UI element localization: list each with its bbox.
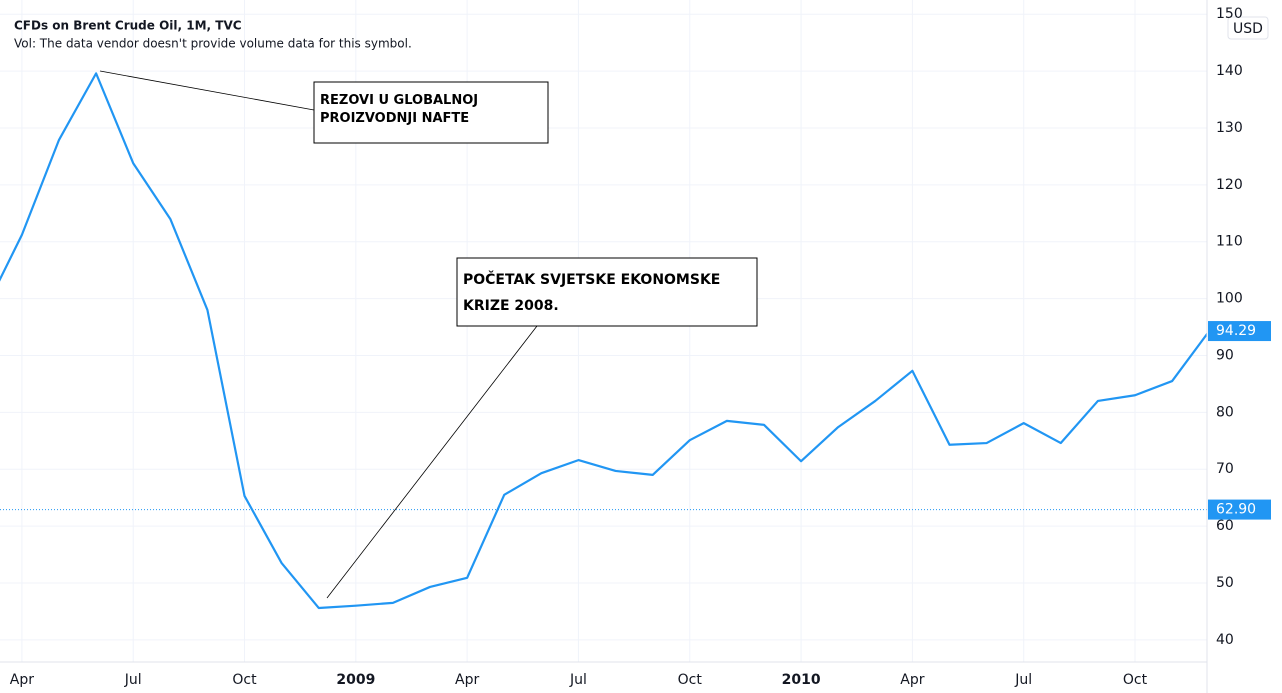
- grid: [0, 0, 1207, 662]
- y-tick-label: 90: [1216, 347, 1234, 363]
- currency-box[interactable]: [1227, 16, 1269, 40]
- y-tick-label: 70: [1216, 461, 1234, 477]
- annotation-box: [313, 81, 549, 144]
- annotation-text: REZOVI U GLOBALNOJ: [320, 93, 478, 108]
- x-tick-label: Jul: [124, 672, 142, 688]
- y-tick-label: 100: [1216, 291, 1243, 307]
- annotation-text: PROIZVODNJI NAFTE: [320, 111, 469, 126]
- y-tick-label: 50: [1216, 575, 1234, 591]
- y-tick-label: 130: [1216, 120, 1243, 136]
- y-tick-label: 80: [1216, 404, 1234, 420]
- chart-subtitle: Vol: The data vendor doesn't provide vol…: [14, 37, 412, 51]
- x-tick-label: Apr: [10, 672, 34, 688]
- x-tick-label: Oct: [678, 672, 703, 688]
- reference-price-label: 62.90: [1216, 502, 1256, 518]
- callout-line: [326, 325, 538, 599]
- x-tick-label: 2009: [336, 672, 375, 688]
- x-tick-label: 2010: [782, 672, 821, 688]
- x-tick-label: Apr: [900, 672, 924, 688]
- callout-line: [99, 70, 315, 111]
- y-tick-label: 60: [1216, 518, 1234, 534]
- annotation-box: [456, 257, 758, 327]
- x-tick-label: Jul: [569, 672, 587, 688]
- annotation-text: KRIZE 2008.: [463, 298, 559, 314]
- y-tick-label: 120: [1216, 177, 1243, 193]
- annotation-text: POČETAK SVJETSKE EKONOMSKE: [463, 270, 720, 288]
- y-tick-label: 150: [1216, 6, 1243, 22]
- last-price-label: 94.29: [1216, 323, 1256, 339]
- reference-price-box: [1208, 499, 1271, 520]
- y-tick-label: 110: [1216, 234, 1243, 250]
- x-tick-label: Oct: [232, 672, 257, 688]
- y-tick-label: 140: [1216, 63, 1243, 79]
- chart-title: CFDs on Brent Crude Oil, 1M, TVC: [14, 19, 242, 33]
- last-price-box: [1208, 321, 1271, 342]
- y-tick-label: 40: [1216, 632, 1234, 648]
- price-line: [0, 72, 1207, 610]
- x-tick-label: Apr: [455, 672, 479, 688]
- plot-area: [0, 72, 1207, 610]
- x-tick-label: Jul: [1014, 672, 1032, 688]
- x-tick-label: Oct: [1123, 672, 1148, 688]
- currency-label[interactable]: USD: [1233, 21, 1263, 37]
